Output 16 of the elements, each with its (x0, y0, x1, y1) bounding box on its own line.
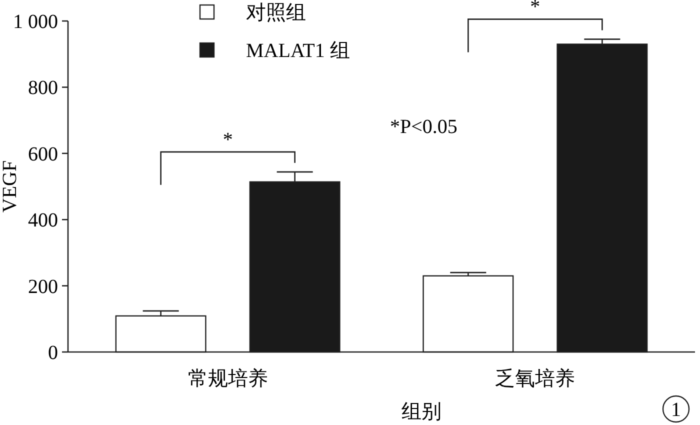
y-tick-label: 1 000 (13, 11, 58, 33)
y-tick-label: 400 (28, 210, 58, 232)
y-tick-label: 0 (48, 342, 58, 364)
legend-label: 对照组 (246, 2, 306, 24)
x-axis-title: 组别 (402, 401, 442, 423)
annotation: *P<0.05 (390, 116, 458, 138)
y-tick-label: 200 (28, 276, 58, 298)
text: 1 (671, 399, 681, 421)
y-axis-title: VEGF (0, 160, 21, 213)
x-tick-label: 乏氧培养 (495, 368, 576, 390)
y-tick-label: 800 (28, 77, 58, 100)
x-tick-label: 常规培养 (188, 368, 268, 390)
legend-label: MALAT1 组 (246, 40, 350, 62)
annotation: * (222, 128, 233, 151)
text: * (530, 0, 540, 18)
y-tick-label: 600 (28, 143, 58, 166)
